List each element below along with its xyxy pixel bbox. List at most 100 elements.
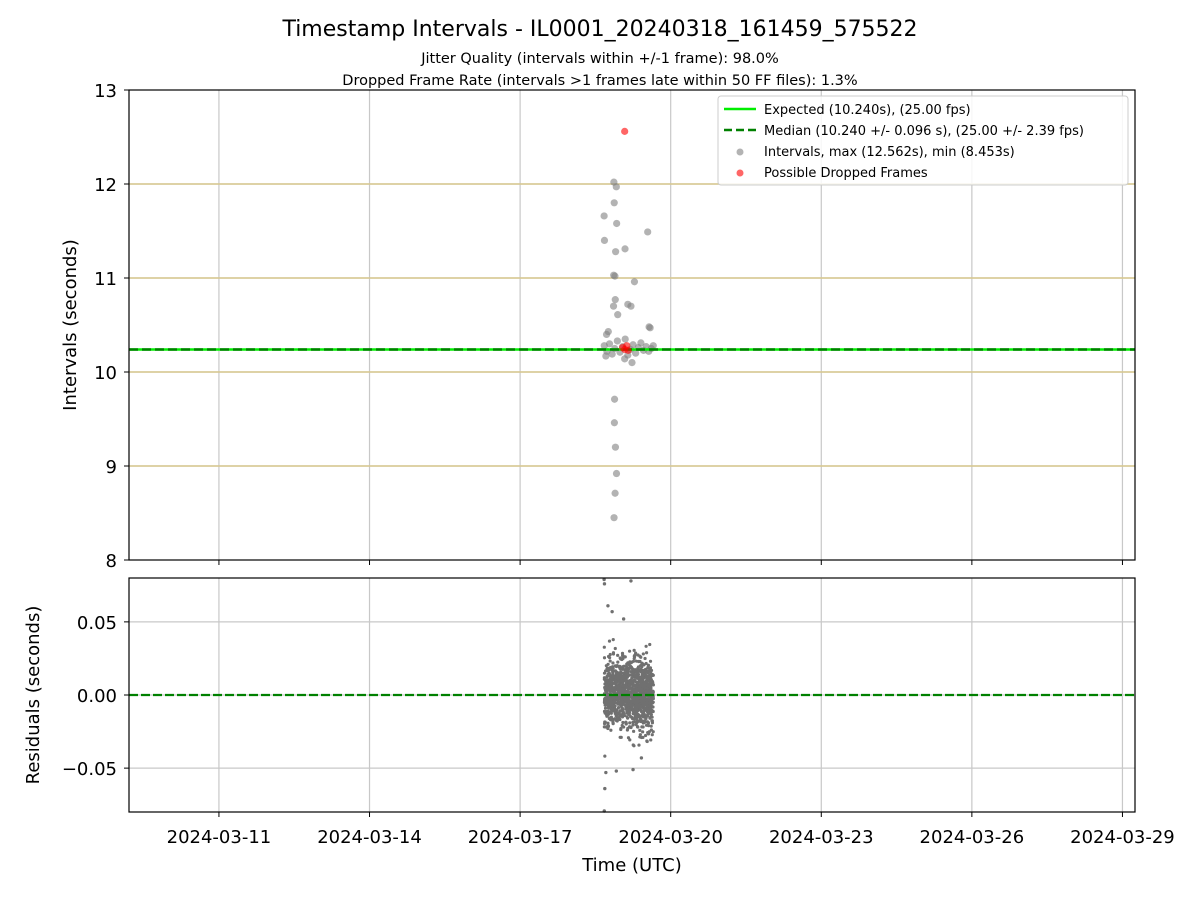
residual-point — [641, 662, 645, 666]
residual-point — [635, 676, 639, 680]
residual-point — [617, 711, 621, 715]
residuals-y-tick-label: 0.00 — [77, 686, 117, 707]
residual-point — [622, 725, 626, 729]
residual-point — [608, 659, 612, 663]
intervals-x-ticks — [218, 560, 1123, 565]
residual-point — [646, 674, 650, 678]
residual-point — [641, 730, 645, 734]
residual-point — [639, 696, 643, 700]
residual-point — [644, 644, 648, 648]
residual-point — [616, 653, 620, 657]
residual-outlier-point — [614, 769, 619, 773]
residual-point — [642, 700, 646, 705]
interval-point — [605, 340, 614, 348]
residual-point — [603, 706, 608, 710]
residual-point — [623, 678, 627, 683]
residual-outlier-point — [602, 577, 606, 582]
residual-point — [638, 733, 642, 737]
residual-point — [629, 686, 633, 690]
residual-point — [605, 709, 609, 714]
interval-point — [602, 352, 610, 360]
intervals-frame-lines — [129, 183, 1135, 467]
interval-point — [610, 514, 618, 522]
intervals-axes-frame — [128, 89, 1136, 561]
x-tick-label: 2024-03-17 — [468, 827, 573, 848]
residual-point — [621, 656, 625, 661]
residual-point — [649, 715, 653, 719]
residual-point — [639, 735, 644, 740]
residual-point — [629, 669, 633, 674]
interval-point — [644, 228, 652, 236]
residual-point — [649, 724, 653, 728]
residual-point — [611, 637, 615, 642]
residual-outlier-point — [602, 582, 607, 586]
residual-point — [651, 680, 655, 685]
residual-point — [628, 683, 632, 687]
residual-point — [642, 669, 646, 673]
residual-point — [610, 668, 614, 672]
interval-point — [609, 302, 618, 310]
residual-point — [632, 707, 636, 711]
residual-point — [631, 667, 635, 671]
residual-point — [610, 707, 615, 711]
residual-point — [610, 702, 614, 706]
interval-point — [610, 199, 618, 207]
residual-point — [648, 642, 652, 647]
residual-point — [622, 674, 626, 678]
interval-point — [604, 327, 612, 336]
residual-point — [609, 711, 613, 715]
residual-point — [644, 651, 649, 655]
residual-point — [606, 662, 610, 666]
intervals-y-tick-label: 11 — [94, 269, 117, 290]
residual-point — [614, 664, 619, 669]
legend-intervals-label: Intervals, max (12.562s), min (8.453s) — [764, 145, 1015, 160]
residual-outlier-point — [631, 767, 635, 772]
legend-box — [717, 95, 1129, 186]
interval-point — [600, 212, 608, 220]
residual-point — [609, 716, 613, 720]
residual-point — [632, 648, 636, 652]
residual-point — [636, 715, 640, 719]
residual-point — [624, 721, 628, 725]
residual-point — [613, 686, 617, 690]
residual-point — [605, 675, 609, 679]
interval-point — [611, 272, 619, 280]
residual-point — [625, 728, 629, 732]
residual-point — [633, 711, 637, 716]
interval-point — [612, 248, 620, 256]
residual-point — [630, 676, 634, 680]
residual-point — [609, 728, 613, 732]
residual-point — [638, 704, 643, 709]
residual-point — [626, 699, 630, 704]
residual-point — [630, 717, 635, 721]
residual-point — [647, 701, 652, 705]
residual-point — [603, 720, 607, 724]
residual-point — [634, 684, 638, 689]
residual-point — [651, 695, 655, 699]
residual-point — [641, 703, 646, 707]
residual-point — [638, 707, 642, 711]
residual-point — [615, 675, 619, 679]
residual-point — [629, 673, 633, 677]
residual-point — [646, 721, 651, 725]
x-tick-label: 2024-03-20 — [618, 827, 723, 848]
interval-point — [612, 469, 621, 478]
residual-point — [624, 664, 629, 669]
residual-point — [621, 713, 625, 717]
residual-point — [607, 639, 612, 643]
residual-point — [637, 743, 641, 747]
residual-point — [611, 720, 615, 724]
residual-outlier-point — [629, 579, 633, 583]
residual-outlier-point — [621, 617, 626, 621]
residual-point — [648, 659, 653, 663]
residual-point — [630, 679, 634, 683]
residual-point — [641, 713, 645, 717]
residual-point — [636, 653, 640, 657]
residual-point — [629, 700, 634, 704]
interval-point — [649, 342, 657, 350]
residual-point — [649, 728, 653, 732]
residual-point — [639, 699, 644, 703]
residual-point — [631, 743, 635, 747]
interval-point — [628, 359, 636, 367]
residual-point — [625, 671, 629, 675]
